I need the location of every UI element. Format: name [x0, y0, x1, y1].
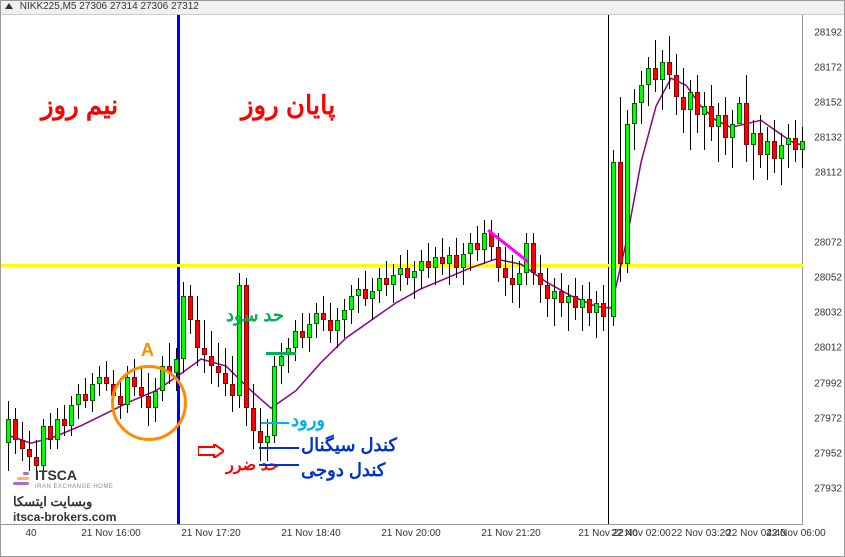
- logo-icon: [13, 472, 29, 485]
- symbol-label: NIKK225,M5: [20, 1, 77, 12]
- x-tick: 21 Nov 17:20: [181, 528, 241, 539]
- x-tick: 21 Nov 18:40: [281, 528, 341, 539]
- y-tick: 28172: [814, 62, 842, 73]
- x-tick: 22 Nov 02:00: [611, 528, 671, 539]
- y-tick: 28032: [814, 308, 842, 319]
- watermark-logo: ITSCA IRAN EXCHANGE HOME وبسایت ایتسکا i…: [13, 466, 116, 526]
- annotation-doji_candle: کندل دوجی: [301, 460, 385, 481]
- y-tick: 28052: [814, 273, 842, 284]
- y-tick: 27952: [814, 448, 842, 459]
- expand-icon[interactable]: [5, 3, 13, 9]
- annotation-take_profit: حد سود: [226, 305, 284, 326]
- y-tick: 28152: [814, 97, 842, 108]
- x-tick: 21 Nov 21:20: [481, 528, 541, 539]
- y-tick: 27932: [814, 483, 842, 494]
- chart-header: NIKK225,M5 27306 27314 27306 27312: [1, 1, 844, 15]
- highlight-circle: [111, 365, 187, 441]
- arrow-doji_arrow: [259, 464, 299, 466]
- annotation-entry: ورود: [291, 410, 325, 431]
- ohlc-label: 27306 27314 27306 27312: [79, 1, 199, 12]
- session-separator-black: [608, 15, 609, 541]
- y-tick: 27992: [814, 378, 842, 389]
- x-axis: 40 21 Nov 16:00 21 Nov 17:20 21 Nov 18:40 21…: [1, 524, 803, 541]
- y-tick: 28072: [814, 238, 842, 249]
- x-tick: 40: [25, 528, 36, 539]
- x-tick: 21 Nov 20:00: [381, 528, 441, 539]
- arrow-signal_arrow: [259, 447, 299, 449]
- y-tick: 28012: [814, 343, 842, 354]
- logo-sub: IRAN EXCHANGE HOME: [35, 484, 113, 492]
- logo-website-label: وبسایت ایتسکا: [13, 494, 116, 511]
- y-axis: 28192 28172 28152 28132 28112 28072 28052 28032…: [801, 15, 844, 541]
- x-tick: 21 Nov 16:00: [81, 528, 141, 539]
- arrow-entry_arrow: [261, 422, 289, 424]
- x-tick: 22 Nov 03:20: [671, 528, 731, 539]
- logo-url: itsca-brokers.com: [13, 510, 116, 526]
- y-tick: 28132: [814, 132, 842, 143]
- annotation-marker_a: A: [141, 340, 154, 361]
- chart-container: NIKK225,M5 27306 27314 27306 27312 نیم ر…: [0, 0, 845, 557]
- y-tick: 27972: [814, 413, 842, 424]
- annotation-end_day: پایان روز: [241, 90, 335, 121]
- annotation-signal_candle: کندل سیگنال: [301, 435, 397, 456]
- y-tick: 28192: [814, 27, 842, 38]
- logo-brand: ITSCA: [35, 466, 113, 484]
- annotation-half_day: نیم روز: [41, 90, 118, 121]
- session-separator-blue: [177, 15, 180, 541]
- take-profit-marker: [266, 352, 296, 355]
- stop-loss-arrow-icon: [198, 444, 224, 458]
- y-tick: 28112: [815, 167, 842, 178]
- plot-area[interactable]: نیم روز پایان روز حد سود ورود کندل سیگنال کند…: [1, 15, 803, 541]
